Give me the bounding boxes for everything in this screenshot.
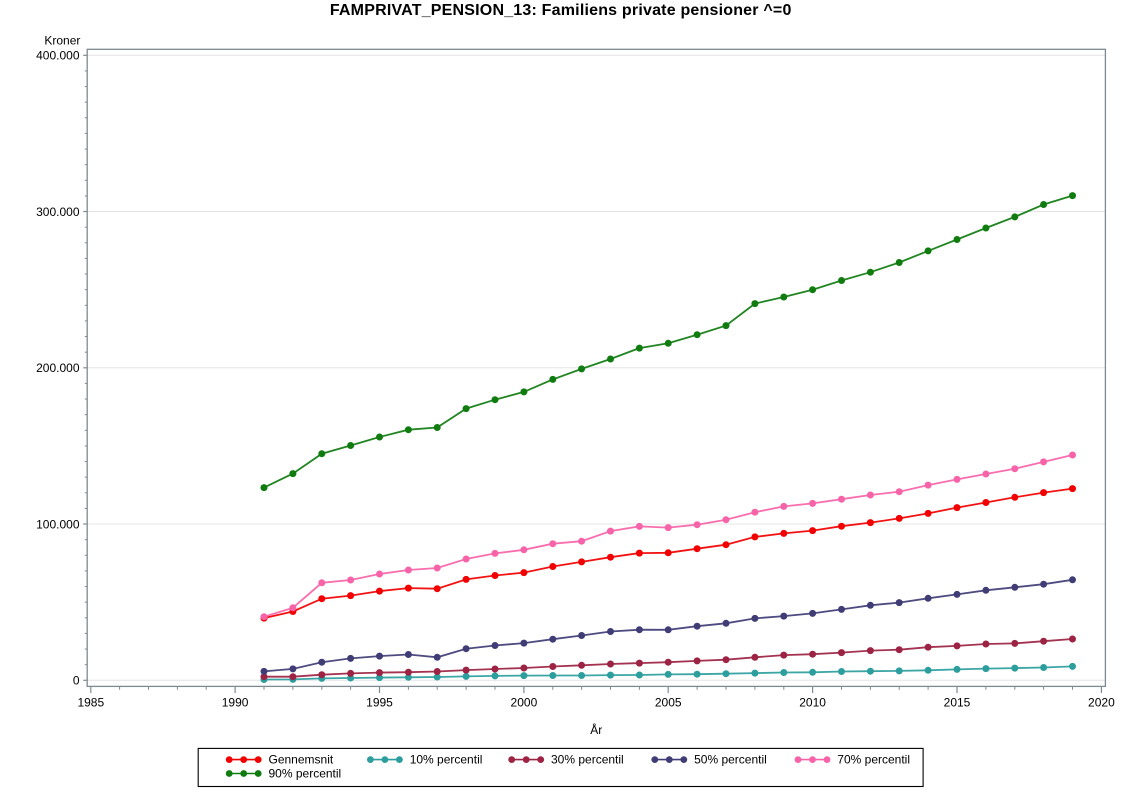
svg-text:90% percentil: 90% percentil	[269, 767, 342, 781]
svg-text:2015: 2015	[944, 696, 971, 710]
svg-text:FAMPRIVAT_PENSION_13: Familien: FAMPRIVAT_PENSION_13: Familiens private …	[330, 2, 792, 19]
svg-text:2010: 2010	[799, 696, 826, 710]
svg-text:2020: 2020	[1088, 696, 1115, 710]
svg-text:2000: 2000	[511, 696, 538, 710]
svg-text:Gennemsnit: Gennemsnit	[269, 753, 334, 767]
svg-text:År: År	[590, 722, 602, 737]
svg-text:30% percentil: 30% percentil	[551, 753, 624, 767]
svg-text:100.000: 100.000	[36, 517, 80, 531]
svg-text:Kroner: Kroner	[44, 34, 80, 48]
svg-text:0: 0	[73, 674, 80, 688]
svg-text:2005: 2005	[655, 696, 682, 710]
svg-text:200.000: 200.000	[36, 361, 80, 375]
svg-text:1985: 1985	[77, 696, 104, 710]
svg-text:70% percentil: 70% percentil	[837, 753, 910, 767]
svg-text:1990: 1990	[222, 696, 249, 710]
svg-text:10% percentil: 10% percentil	[410, 753, 483, 767]
svg-text:50% percentil: 50% percentil	[694, 753, 767, 767]
svg-text:400.000: 400.000	[36, 49, 80, 63]
svg-text:300.000: 300.000	[36, 205, 80, 219]
svg-text:1995: 1995	[366, 696, 393, 710]
